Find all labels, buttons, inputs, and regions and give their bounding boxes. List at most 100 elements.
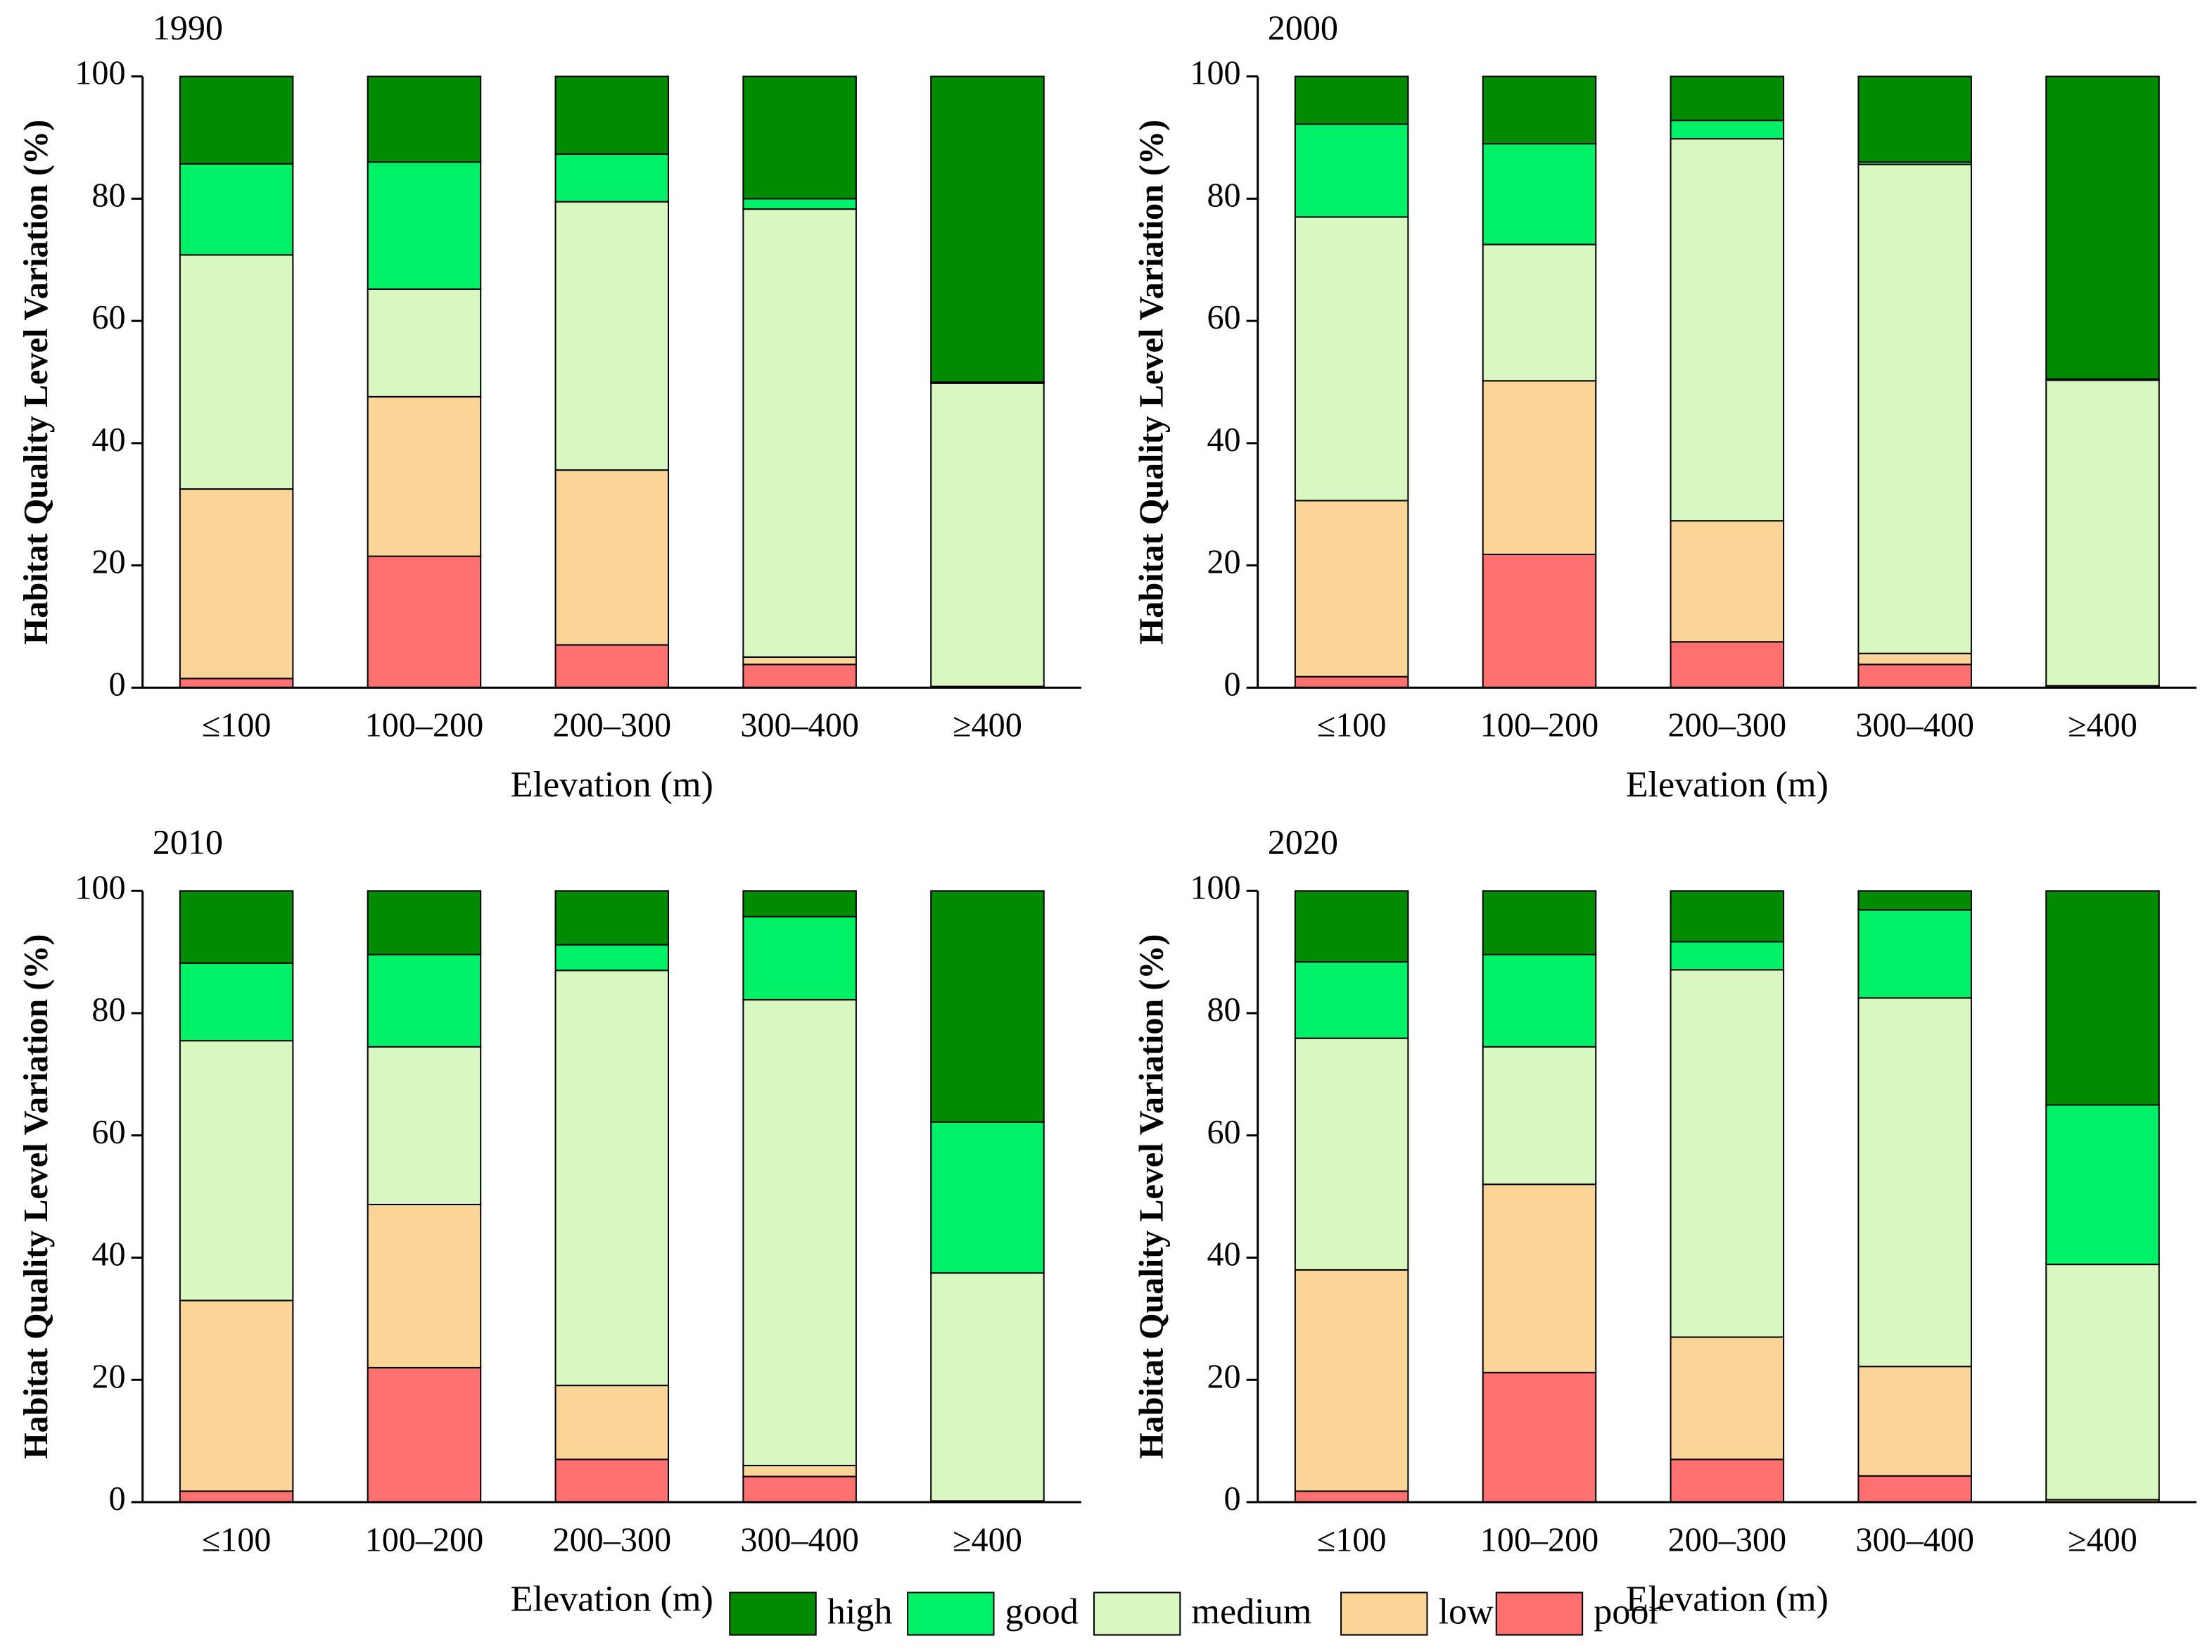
- x-tick-label: 200–300: [553, 707, 672, 744]
- bar-segment: [1482, 1371, 1597, 1504]
- y-tick-label: 20: [91, 1358, 125, 1395]
- bar-segment: [1294, 675, 1409, 689]
- bar-segment: [742, 890, 857, 917]
- bar-segment: [1670, 1336, 1785, 1461]
- bar-segment: [367, 1046, 482, 1205]
- bar-segment: [367, 1366, 482, 1504]
- bar-segment: [1670, 75, 1785, 122]
- y-tick-label: 60: [1207, 1114, 1240, 1151]
- bar-segment: [1670, 520, 1785, 643]
- bar-segment: [742, 656, 857, 666]
- y-tick-label: 0: [108, 1480, 125, 1518]
- bar-segment: [367, 953, 482, 1048]
- x-tick-label: 200–300: [1668, 707, 1787, 744]
- bar-segment: [1294, 890, 1409, 963]
- x-tick-label: 100–200: [1480, 707, 1599, 744]
- bar-segment: [367, 1203, 482, 1368]
- bar-segment: [554, 153, 670, 203]
- bar-segment: [1482, 953, 1597, 1048]
- y-tick-label: 100: [1190, 869, 1240, 906]
- y-tick-label: 100: [75, 55, 125, 92]
- legend-label: poor: [1594, 1592, 1661, 1632]
- bar-segment: [554, 970, 670, 1387]
- y-tick-label: 0: [1224, 666, 1241, 703]
- bar-segment: [1294, 500, 1409, 678]
- bar-segment: [1857, 75, 1972, 163]
- bar-segment: [2045, 75, 2160, 380]
- bar-segment: [742, 998, 857, 1466]
- x-tick-label: ≤100: [202, 1521, 272, 1558]
- x-tick-label: ≥400: [953, 1521, 1022, 1558]
- bar-segment: [2045, 1104, 2160, 1266]
- bar-segment: [1670, 890, 1785, 943]
- bar-segment: [1294, 1269, 1409, 1492]
- bar-segment: [179, 678, 294, 689]
- bar-segment: [554, 644, 670, 689]
- bar-segment: [1857, 997, 1972, 1368]
- bar-segment: [742, 208, 857, 658]
- bar-segment: [367, 161, 482, 290]
- y-tick-label: 60: [91, 1114, 125, 1151]
- y-tick-label: 100: [1190, 55, 1240, 92]
- bar-segment: [179, 962, 294, 1042]
- bar-segment: [367, 288, 482, 398]
- bar-segment: [1482, 143, 1597, 246]
- bar-segment: [742, 1475, 857, 1504]
- x-tick-label: 200–300: [1668, 1521, 1787, 1558]
- x-tick-label: ≥400: [2068, 1521, 2137, 1558]
- y-tick-label: 80: [1207, 991, 1240, 1029]
- bar-segment: [179, 890, 294, 964]
- bar-segment: [1670, 969, 1785, 1338]
- bar-segment: [930, 75, 1045, 383]
- bar-segment: [1857, 652, 1972, 666]
- bar-segment: [1482, 380, 1597, 555]
- bar-segment: [1294, 216, 1409, 502]
- bar-segment: [179, 488, 294, 680]
- y-tick-label: 80: [91, 177, 125, 214]
- bar-segment: [367, 890, 482, 955]
- y-axis-label: Habitat Quality Level Variation (%): [18, 120, 55, 644]
- bar-segment: [2045, 1264, 2160, 1501]
- bar-segment: [367, 395, 482, 557]
- bar-segment: [1294, 1037, 1409, 1271]
- legend-label: good: [1005, 1592, 1079, 1632]
- y-tick-label: 40: [91, 1236, 125, 1273]
- bar-segment: [179, 1300, 294, 1492]
- bar-segment: [1670, 138, 1785, 522]
- x-tick-label: 300–400: [1855, 1521, 1974, 1558]
- bar-segment: [1294, 961, 1409, 1039]
- legend-label: low: [1439, 1592, 1494, 1632]
- bar-segment: [1294, 75, 1409, 125]
- bar-segment: [179, 163, 294, 256]
- legend-label: medium: [1191, 1592, 1311, 1632]
- bar-segment: [367, 555, 482, 689]
- bar-segment: [1482, 1046, 1597, 1186]
- bar-segment: [367, 75, 482, 163]
- panel-title: 1990: [153, 8, 223, 47]
- bar-segment: [1670, 941, 1785, 971]
- bar-segment: [742, 75, 857, 200]
- x-axis-label: Elevation (m): [511, 1579, 713, 1619]
- bar-segment: [179, 1040, 294, 1302]
- bar-segment: [554, 75, 670, 155]
- x-tick-label: ≤100: [1317, 1521, 1387, 1558]
- bar-segment: [1482, 75, 1597, 145]
- bar-segment: [1482, 890, 1597, 955]
- bar-segment: [1482, 243, 1597, 382]
- panel-title: 2020: [1268, 822, 1338, 862]
- bar-segment: [1857, 1366, 1972, 1477]
- y-tick-label: 20: [1207, 1358, 1240, 1395]
- x-tick-label: 100–200: [1480, 1521, 1599, 1558]
- bar-segment: [930, 890, 1045, 1123]
- y-axis-label: Habitat Quality Level Variation (%): [1133, 120, 1170, 644]
- x-axis-label: Elevation (m): [1626, 765, 1829, 805]
- bar-segment: [930, 1121, 1045, 1274]
- bar-segment: [554, 1459, 670, 1504]
- x-tick-label: ≤100: [1317, 707, 1387, 744]
- legend-swatch: [907, 1591, 995, 1636]
- legend-label: high: [827, 1592, 893, 1632]
- bar-segment: [1482, 553, 1597, 689]
- bar-segment: [2045, 379, 2160, 687]
- panel-title: 2000: [1268, 8, 1338, 47]
